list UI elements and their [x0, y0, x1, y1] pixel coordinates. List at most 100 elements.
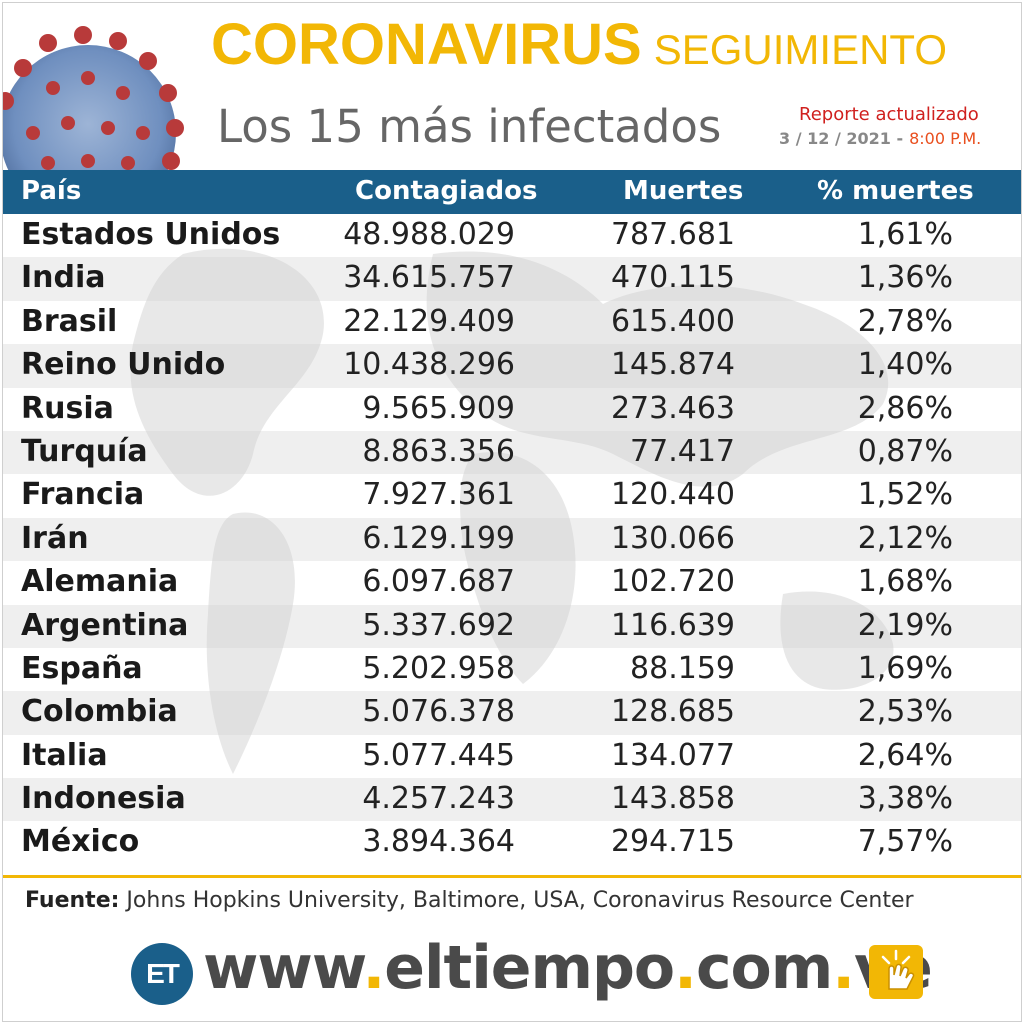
- table-row: India 34.615.757 470.115 1,36%: [3, 257, 1021, 301]
- title-main: CORONAVIRUS: [211, 12, 642, 77]
- cell-country: México: [21, 824, 140, 860]
- cell-country: Rusia: [21, 390, 114, 426]
- cell-cases: 22.129.409: [343, 303, 515, 339]
- column-header-country: País: [21, 176, 82, 206]
- cell-country: España: [21, 650, 143, 686]
- pointing-hand-icon: [869, 945, 923, 999]
- table-header: País Contagiados Muertes % muertes: [3, 170, 1021, 214]
- report-time: 8:00 P.M.: [909, 129, 982, 148]
- cell-cases: 5.077.445: [362, 737, 515, 773]
- title: CORONAVIRUS SEGUIMIENTO: [211, 11, 947, 78]
- cell-pct: 3,38%: [857, 781, 953, 817]
- cell-deaths: 294.715: [610, 824, 735, 860]
- cell-country: Argentina: [21, 607, 189, 643]
- cell-deaths: 143.858: [610, 781, 735, 817]
- title-sub: SEGUIMIENTO: [653, 26, 947, 73]
- cell-country: Turquía: [21, 433, 148, 469]
- cell-pct: 1,68%: [857, 564, 953, 600]
- cell-country: Alemania: [21, 564, 179, 600]
- cell-country: Irán: [21, 520, 89, 556]
- cell-country: Estados Unidos: [21, 217, 281, 252]
- cell-pct: 1,40%: [857, 347, 953, 383]
- report-date-value: 3 / 12 / 2021 -: [779, 129, 904, 148]
- cell-country: Colombia: [21, 694, 178, 730]
- cell-country: Reino Unido: [21, 347, 226, 383]
- cell-deaths: 102.720: [610, 564, 735, 600]
- cell-cases: 48.988.029: [343, 217, 515, 252]
- cell-pct: 7,57%: [857, 824, 953, 860]
- cell-cases: 5.202.958: [362, 650, 515, 686]
- cell-cases: 5.337.692: [362, 607, 515, 643]
- url-www: www: [203, 933, 363, 1003]
- world-map-background: [130, 248, 894, 774]
- cell-cases: 4.257.243: [362, 781, 515, 817]
- cell-cases: 6.097.687: [362, 564, 515, 600]
- cell-country: Italia: [21, 737, 108, 773]
- subtitle: Los 15 más infectados: [217, 100, 722, 153]
- table-row: Turquía 8.863.356 77.417 0,87%: [3, 430, 1021, 475]
- cell-cases: 10.438.296: [343, 347, 515, 383]
- table-row: Indonesia 4.257.243 143.858 3,38%: [3, 778, 1021, 822]
- cell-deaths: 116.639: [610, 607, 735, 643]
- url-name: eltiempo: [384, 933, 675, 1003]
- source-text: Johns Hopkins University, Baltimore, USA…: [126, 888, 914, 913]
- column-header-pct: % muertes: [817, 176, 974, 206]
- cell-deaths: 787.681: [610, 217, 735, 252]
- cell-pct: 1,36%: [857, 260, 953, 296]
- column-header-cases: Contagiados: [355, 176, 538, 206]
- cell-deaths: 470.115: [610, 260, 735, 296]
- cell-pct: 2,86%: [857, 390, 953, 426]
- cell-deaths: 128.685: [610, 694, 735, 730]
- cell-cases: 7.927.361: [362, 477, 515, 513]
- table-row: Reino Unido 10.438.296 145.874 1,40%: [3, 344, 1021, 388]
- cell-country: Indonesia: [21, 781, 186, 817]
- cell-cases: 8.863.356: [362, 433, 515, 469]
- report-label: Reporte actualizado: [799, 104, 979, 125]
- cell-cases: 5.076.378: [362, 694, 515, 730]
- url-dot-1: .: [362, 933, 385, 1003]
- source-note: Fuente: Johns Hopkins University, Baltim…: [25, 888, 914, 913]
- table-row: México 3.894.364 294.715 7,57%: [3, 821, 1021, 864]
- cell-pct: 2,19%: [857, 607, 953, 643]
- cell-country: India: [21, 260, 106, 296]
- cell-pct: 0,87%: [857, 433, 953, 469]
- cell-pct: 1,52%: [857, 477, 953, 513]
- cell-cases: 34.615.757: [343, 260, 515, 296]
- table-row: Colombia 5.076.378 128.685 2,53%: [3, 691, 1021, 735]
- column-header-deaths: Muertes: [623, 176, 744, 206]
- report-date: 3 / 12 / 2021 - 8:00 P.M.: [779, 129, 981, 148]
- cell-deaths: 145.874: [610, 347, 735, 383]
- cell-deaths: 134.077: [610, 737, 735, 773]
- cell-country: Francia: [21, 477, 145, 513]
- coronavirus-icon: [3, 26, 184, 178]
- cell-pct: 1,69%: [857, 650, 953, 686]
- header: CORONAVIRUS SEGUIMIENTO Los 15 más infect…: [3, 3, 1021, 178]
- table-row: Alemania 6.097.687 102.720 1,68%: [3, 561, 1021, 604]
- cell-deaths: 88.159: [630, 650, 735, 686]
- cell-deaths: 130.066: [610, 520, 735, 556]
- cell-deaths: 120.440: [610, 477, 735, 513]
- cell-pct: 2,12%: [857, 520, 953, 556]
- cell-pct: 2,64%: [857, 737, 953, 773]
- url-com: com: [695, 933, 833, 1003]
- table-row: Irán 6.129.199 130.066 2,12%: [3, 517, 1021, 562]
- et-logo: ET: [131, 943, 193, 1005]
- url-dot-2: .: [674, 933, 697, 1003]
- cell-cases: 6.129.199: [362, 520, 515, 556]
- table-row: Estados Unidos 48.988.029 787.681 1,61%: [3, 214, 1021, 257]
- cell-cases: 3.894.364: [362, 824, 515, 860]
- footer: ET www.eltiempo.com.ve: [3, 933, 1021, 1021]
- cell-cases: 9.565.909: [362, 390, 515, 426]
- cell-country: Brasil: [21, 303, 118, 339]
- table-row: Rusia 9.565.909 273.463 2,86%: [3, 388, 1021, 431]
- website-url[interactable]: www.eltiempo.com.ve: [203, 933, 933, 1003]
- table-row: Argentina 5.337.692 116.639 2,19%: [3, 604, 1021, 648]
- table-body: Estados Unidos 48.988.029 787.681 1,61% Indi…: [3, 214, 1021, 865]
- cell-deaths: 273.463: [610, 390, 735, 426]
- cell-pct: 2,53%: [857, 694, 953, 730]
- source-label: Fuente:: [25, 888, 120, 913]
- table-row: Italia 5.077.445 134.077 2,64%: [3, 735, 1021, 778]
- cell-pct: 1,61%: [857, 217, 953, 252]
- divider: [3, 875, 1021, 878]
